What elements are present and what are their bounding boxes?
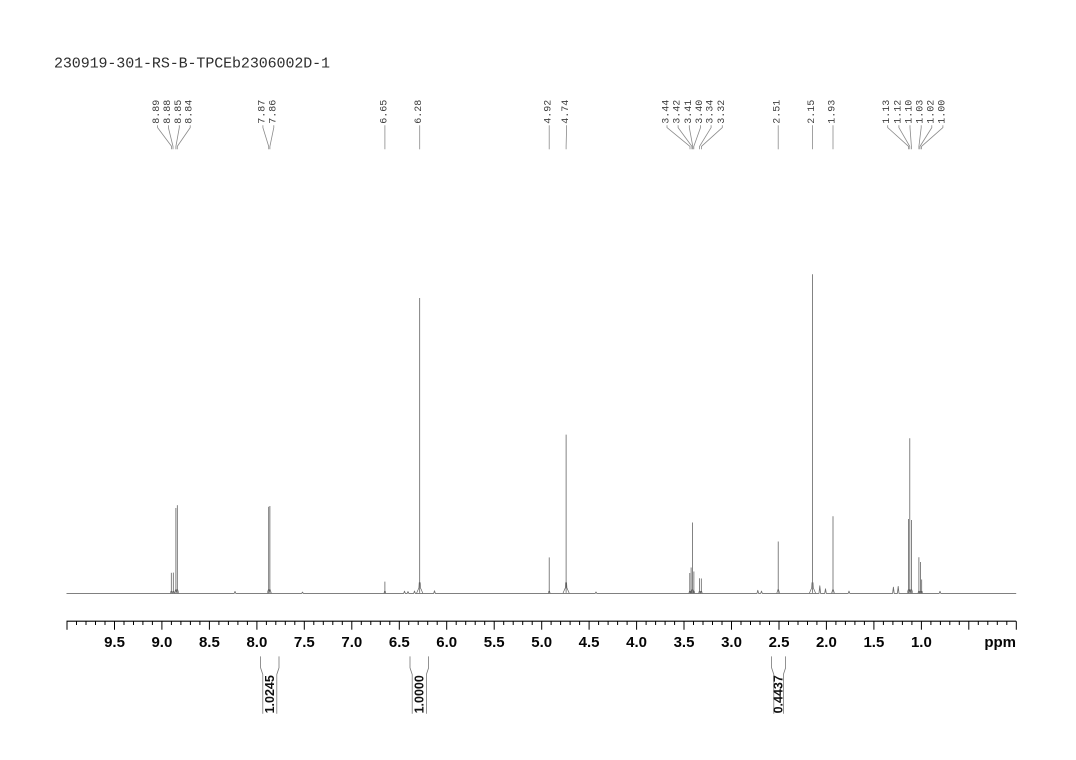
svg-text:4.5: 4.5	[579, 634, 600, 651]
svg-text:1.93: 1.93	[828, 100, 839, 124]
svg-text:9.5: 9.5	[104, 634, 125, 651]
svg-text:1.12: 1.12	[893, 100, 904, 124]
svg-text:8.85: 8.85	[174, 100, 185, 124]
svg-text:3.0: 3.0	[721, 634, 742, 651]
svg-text:6.65: 6.65	[379, 100, 390, 124]
svg-text:8.88: 8.88	[163, 100, 174, 124]
svg-text:2.51: 2.51	[773, 100, 784, 124]
svg-text:1.0: 1.0	[911, 634, 932, 651]
svg-text:2.15: 2.15	[807, 100, 818, 124]
svg-text:7.0: 7.0	[341, 634, 362, 651]
svg-text:6.0: 6.0	[436, 634, 457, 651]
svg-text:8.5: 8.5	[199, 634, 220, 651]
svg-text:3.42: 3.42	[673, 100, 684, 124]
svg-text:1.03: 1.03	[916, 100, 927, 124]
svg-text:1.0245: 1.0245	[263, 675, 277, 713]
svg-text:1.0000: 1.0000	[412, 675, 426, 713]
svg-text:230919-301-RS-B-TPCEb2306002D-: 230919-301-RS-B-TPCEb2306002D-1	[54, 56, 330, 73]
svg-text:9.0: 9.0	[151, 634, 172, 651]
svg-text:3.40: 3.40	[695, 100, 706, 124]
svg-text:8.89: 8.89	[152, 100, 163, 124]
svg-text:6.5: 6.5	[389, 634, 410, 651]
svg-text:3.5: 3.5	[674, 634, 695, 651]
svg-text:3.44: 3.44	[662, 100, 673, 124]
svg-text:5.5: 5.5	[484, 634, 505, 651]
svg-text:8.84: 8.84	[185, 100, 196, 124]
svg-text:7.87: 7.87	[257, 100, 268, 124]
svg-text:3.32: 3.32	[717, 100, 728, 124]
svg-text:2.0: 2.0	[816, 634, 837, 651]
svg-text:0.4437: 0.4437	[772, 675, 786, 713]
svg-text:3.34: 3.34	[706, 100, 717, 124]
svg-text:ppm: ppm	[984, 634, 1016, 651]
svg-text:3.41: 3.41	[684, 100, 695, 124]
svg-text:4.92: 4.92	[544, 100, 555, 124]
svg-text:4.0: 4.0	[626, 634, 647, 651]
svg-text:5.0: 5.0	[531, 634, 552, 651]
svg-text:1.13: 1.13	[882, 100, 893, 124]
svg-text:6.28: 6.28	[414, 100, 425, 124]
svg-text:1.02: 1.02	[926, 100, 937, 124]
svg-text:4.74: 4.74	[561, 100, 572, 124]
svg-text:7.86: 7.86	[268, 100, 279, 124]
svg-text:1.5: 1.5	[863, 634, 884, 651]
svg-text:2.5: 2.5	[769, 634, 790, 651]
svg-text:1.00: 1.00	[937, 100, 948, 124]
svg-text:1.10: 1.10	[905, 100, 916, 124]
svg-text:8.0: 8.0	[246, 634, 267, 651]
svg-text:7.5: 7.5	[294, 634, 315, 651]
